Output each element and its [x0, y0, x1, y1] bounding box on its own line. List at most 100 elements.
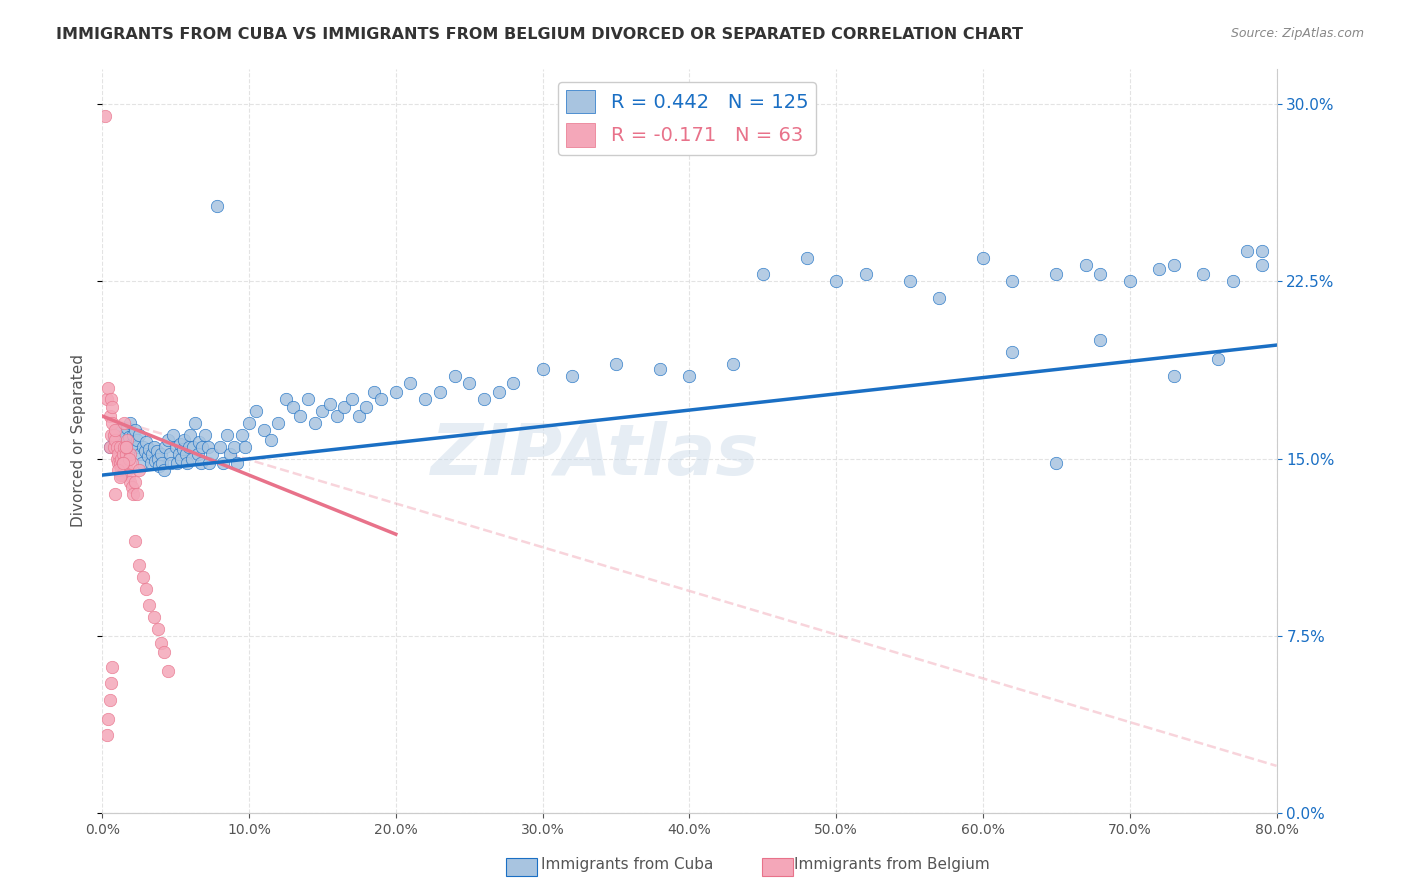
Point — [173, 433, 195, 447]
Point — [115, 463, 138, 477]
Point — [224, 440, 246, 454]
Point — [139, 456, 162, 470]
Point — [125, 440, 148, 454]
Point — [128, 558, 150, 572]
Point — [100, 392, 122, 407]
Point — [120, 475, 142, 490]
Point — [98, 409, 121, 423]
Point — [166, 456, 188, 470]
Point — [260, 433, 283, 447]
Point — [127, 487, 149, 501]
Point — [104, 433, 127, 447]
Point — [169, 437, 191, 451]
Point — [149, 447, 172, 461]
Point — [128, 463, 150, 477]
Point — [124, 534, 146, 549]
Point — [142, 610, 165, 624]
Point — [108, 456, 131, 470]
Point — [188, 435, 211, 450]
Point — [110, 468, 132, 483]
Point — [104, 487, 127, 501]
Point — [138, 442, 160, 456]
Point — [429, 385, 451, 400]
Point — [267, 416, 290, 430]
Point — [187, 447, 209, 461]
Point — [100, 676, 122, 690]
Point — [145, 444, 167, 458]
Point — [172, 442, 194, 456]
Point — [129, 447, 152, 461]
Point — [103, 433, 125, 447]
Point — [356, 400, 378, 414]
Point — [122, 428, 145, 442]
Point — [194, 428, 217, 442]
Point — [796, 251, 818, 265]
Point — [231, 428, 253, 442]
Point — [132, 440, 155, 454]
Y-axis label: Divorced or Separated: Divorced or Separated — [72, 354, 86, 527]
Point — [120, 416, 142, 430]
Point — [101, 400, 124, 414]
Point — [219, 447, 242, 461]
Point — [112, 428, 135, 442]
Point — [103, 428, 125, 442]
Point — [197, 440, 219, 454]
Point — [1001, 345, 1024, 359]
Point — [124, 475, 146, 490]
Point — [115, 421, 138, 435]
Point — [127, 433, 149, 447]
Point — [399, 376, 422, 390]
Point — [605, 357, 627, 371]
Point — [117, 430, 139, 444]
Text: Immigrants from Belgium: Immigrants from Belgium — [794, 857, 990, 872]
Point — [180, 451, 202, 466]
Point — [105, 440, 128, 454]
Point — [326, 409, 349, 423]
Point — [1192, 267, 1215, 281]
Point — [153, 645, 176, 659]
Point — [898, 274, 921, 288]
Point — [110, 463, 132, 477]
Point — [1206, 352, 1229, 367]
Point — [458, 376, 481, 390]
Text: Immigrants from Cuba: Immigrants from Cuba — [541, 857, 714, 872]
Point — [111, 456, 134, 470]
Point — [101, 659, 124, 673]
Point — [157, 433, 180, 447]
Point — [502, 376, 524, 390]
Point — [98, 692, 121, 706]
Point — [117, 468, 139, 483]
Point — [176, 456, 198, 470]
Point — [167, 447, 190, 461]
Point — [177, 440, 200, 454]
Point — [146, 451, 169, 466]
Point — [114, 440, 136, 454]
Point — [723, 357, 745, 371]
Point — [159, 447, 181, 461]
Point — [114, 456, 136, 470]
Point — [96, 728, 118, 742]
Point — [111, 447, 134, 461]
Point — [114, 440, 136, 454]
Point — [1147, 262, 1170, 277]
Point — [1222, 274, 1244, 288]
Point — [281, 400, 304, 414]
Point — [121, 437, 143, 451]
Point — [136, 449, 159, 463]
Point — [96, 392, 118, 407]
Point — [198, 456, 221, 470]
Point — [100, 428, 122, 442]
Point — [648, 361, 671, 376]
Point — [97, 381, 120, 395]
Point — [152, 456, 174, 470]
Point — [370, 392, 392, 407]
Point — [191, 440, 214, 454]
Point — [141, 447, 163, 461]
Point — [825, 274, 848, 288]
Point — [155, 440, 177, 454]
Point — [233, 440, 256, 454]
Point — [111, 456, 134, 470]
Point — [928, 291, 950, 305]
Point — [1001, 274, 1024, 288]
Point — [132, 570, 155, 584]
